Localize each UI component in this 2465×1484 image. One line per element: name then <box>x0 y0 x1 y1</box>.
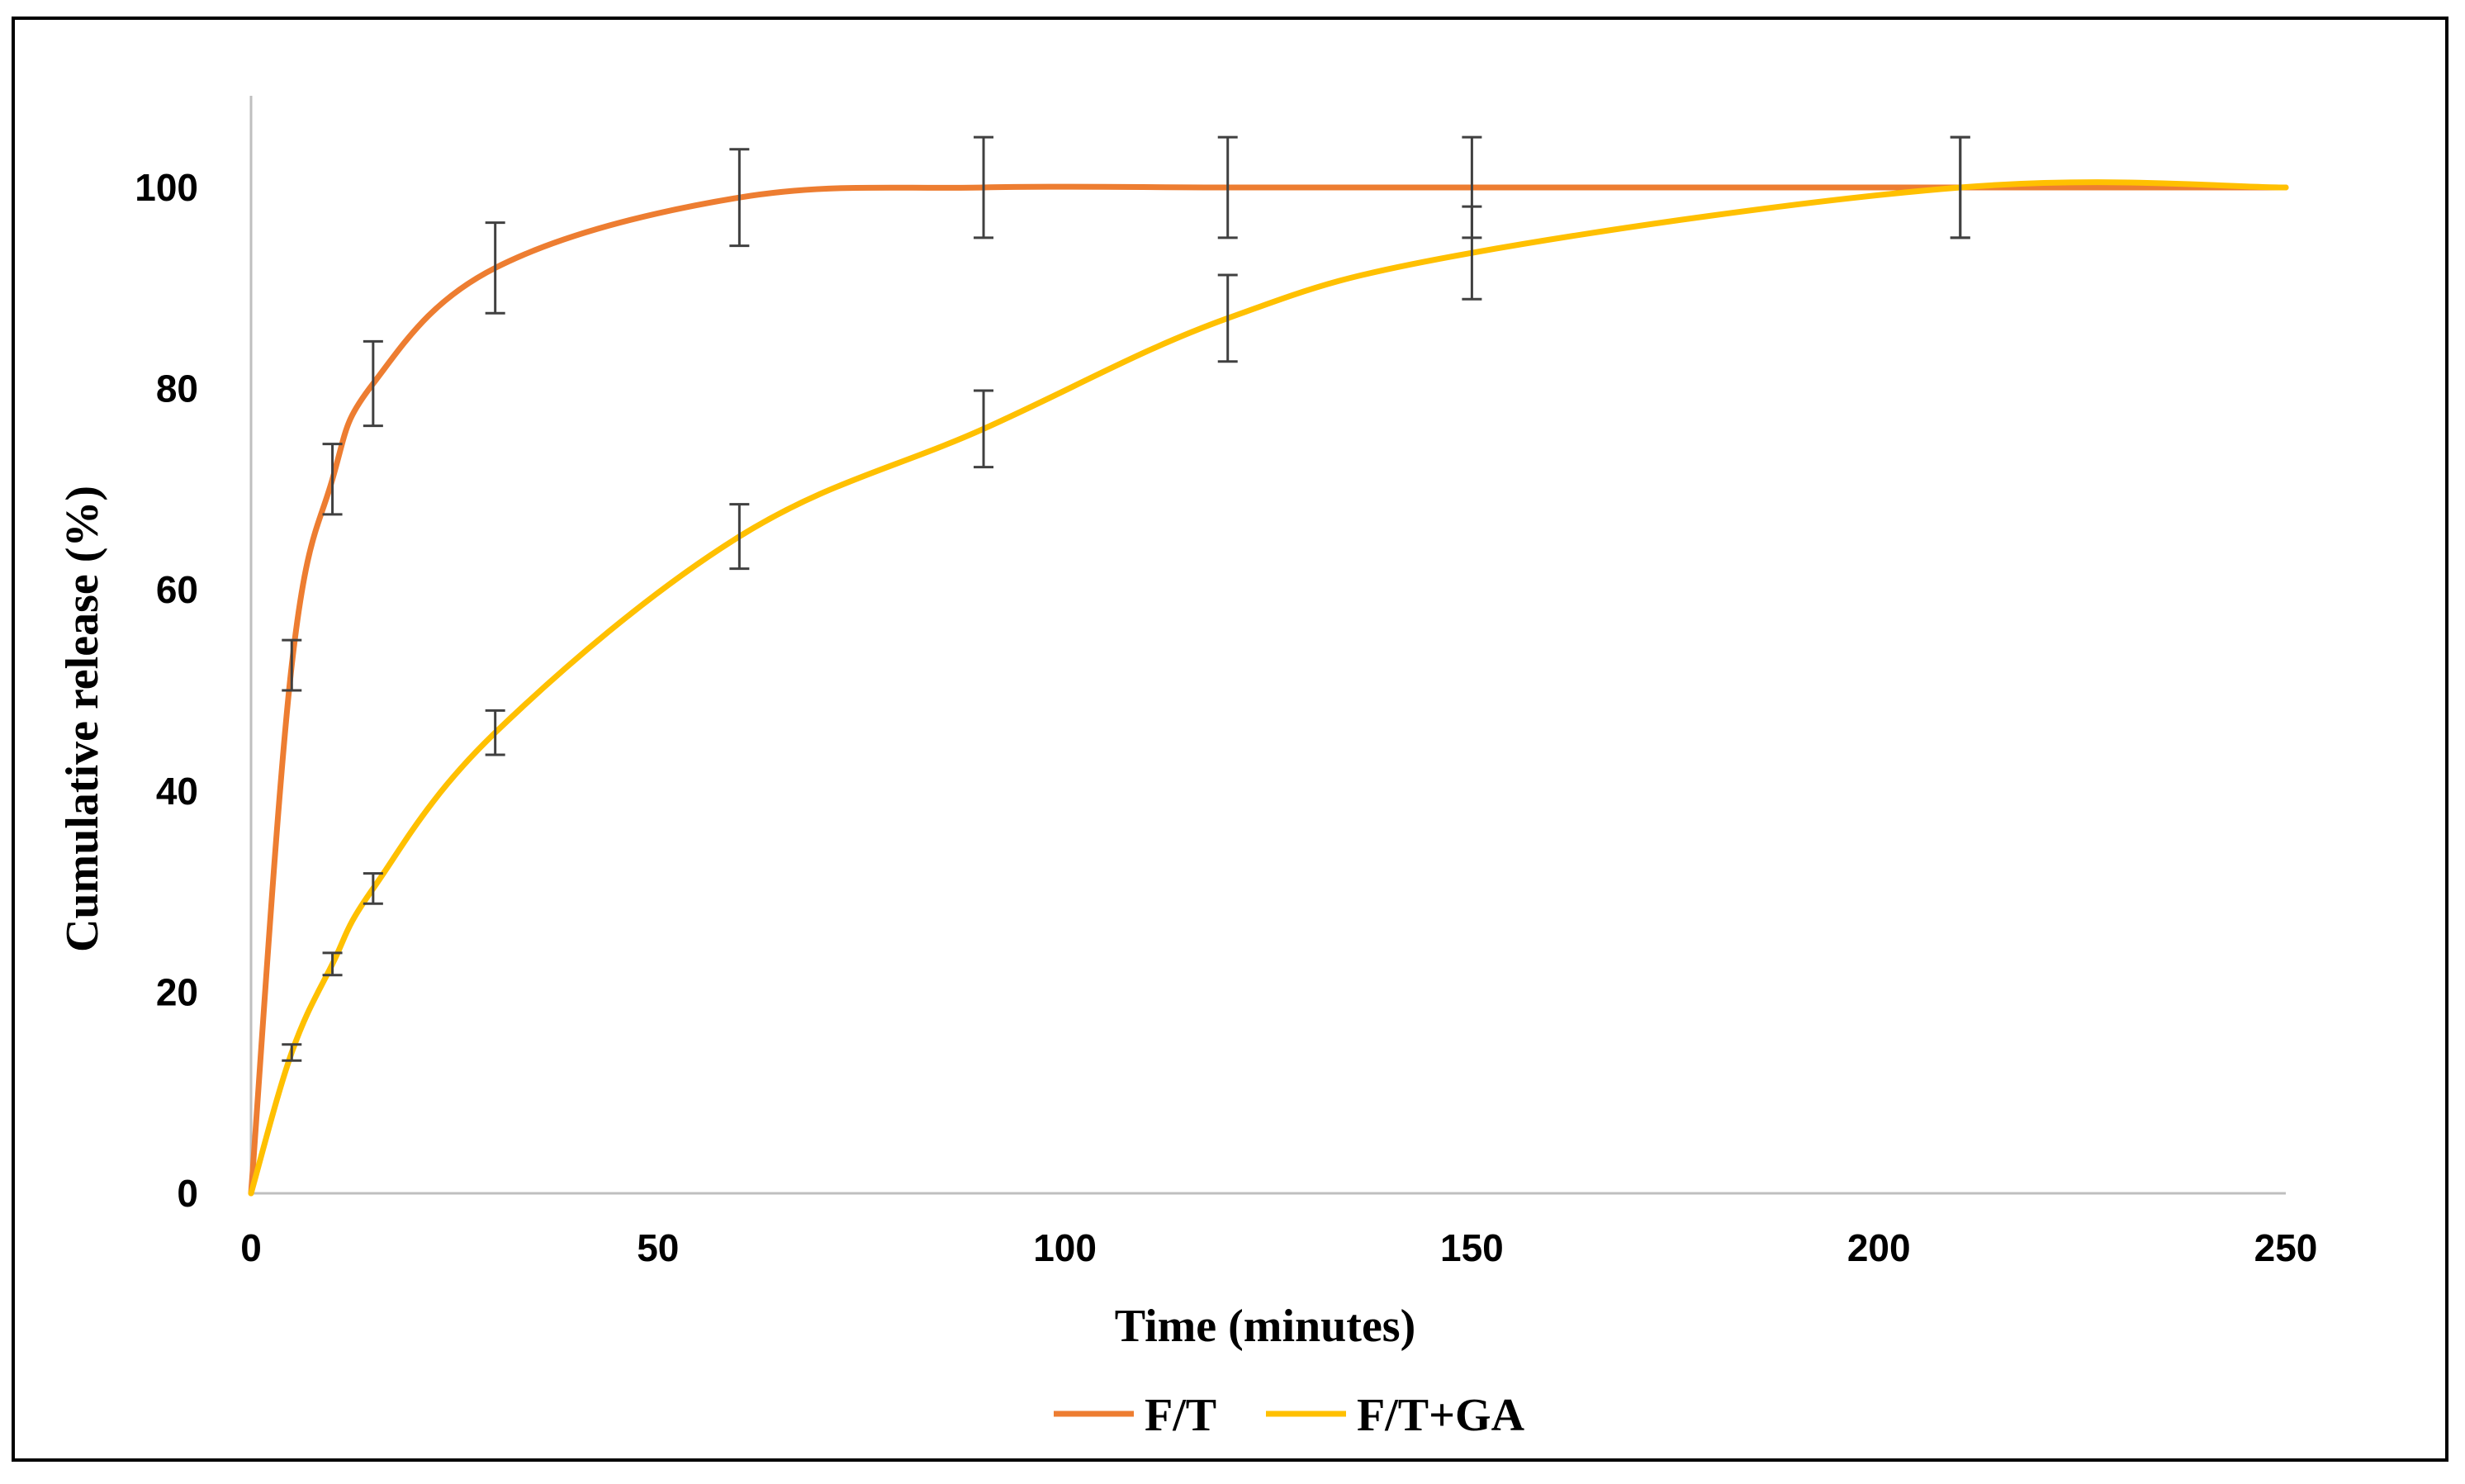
legend-label-ft-ga: F/T+GA <box>1357 1390 1525 1441</box>
error-bar <box>485 709 505 756</box>
error-bar <box>729 503 750 571</box>
error-bar <box>322 443 343 516</box>
x-tick-label: 250 <box>2254 1226 2318 1269</box>
series-layer <box>248 179 2289 1197</box>
x-tick-label: 50 <box>637 1226 679 1269</box>
y-axis-title: Cumulative release (%) <box>57 486 108 952</box>
y-tick-label: 0 <box>177 1172 198 1215</box>
axes <box>249 96 2286 1195</box>
y-tick-label: 80 <box>156 367 198 410</box>
error-bar <box>282 638 302 692</box>
y-tick-label: 20 <box>156 970 198 1013</box>
errorbar-layer <box>282 135 1970 1062</box>
x-tick-label: 200 <box>1847 1226 1911 1269</box>
error-bar <box>363 872 383 905</box>
x-tick-label: 100 <box>1033 1226 1097 1269</box>
chart-frame: 0 20 40 60 80 100 0 50 100 150 200 250 Time (minut… <box>12 17 2448 1462</box>
chart-svg: 0 20 40 60 80 100 0 50 100 150 200 250 Time (minut… <box>57 96 2317 1441</box>
error-bar <box>1217 135 1238 239</box>
error-bar <box>1462 205 1482 301</box>
x-tick-label: 150 <box>1440 1226 1504 1269</box>
error-bar <box>485 221 505 315</box>
error-bar <box>974 135 994 239</box>
x-tick-labels: 0 50 100 150 200 250 <box>240 1226 2317 1269</box>
error-bar <box>1217 273 1238 363</box>
series-line-f-t <box>248 183 2289 1197</box>
x-axis-title: Time (minutes) <box>1115 1301 1416 1352</box>
y-tick-label: 60 <box>156 568 198 611</box>
legend-label-ft: F/T <box>1145 1390 1216 1441</box>
legend: F/T F/T+GA <box>1054 1390 1525 1441</box>
y-tick-label: 40 <box>156 770 198 813</box>
series-line-f-t-ga <box>248 179 2289 1197</box>
error-bar <box>282 1043 302 1062</box>
error-bar <box>322 951 343 977</box>
x-tick-label: 0 <box>240 1226 262 1269</box>
error-bar <box>1950 135 1970 239</box>
error-bar <box>363 339 383 428</box>
y-tick-label: 100 <box>135 166 198 209</box>
y-tick-labels: 0 20 40 60 80 100 <box>135 166 198 1215</box>
error-bar <box>729 148 750 248</box>
error-bar <box>974 389 994 469</box>
